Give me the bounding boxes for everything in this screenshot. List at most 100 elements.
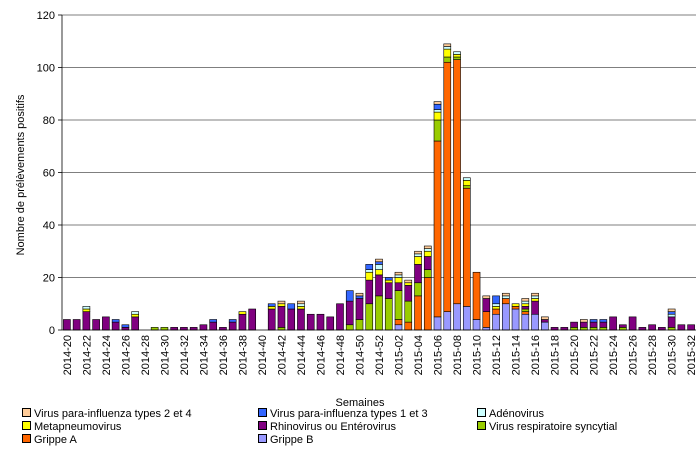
- bar-segment: [384, 279, 393, 284]
- bar-segment: [609, 316, 617, 331]
- bar-segment: [453, 54, 461, 58]
- bar-segment: [677, 324, 686, 331]
- y-tick-label: 60: [43, 168, 55, 180]
- bar-segment: [394, 290, 403, 320]
- bar-segment: [238, 313, 247, 331]
- x-tick-label: 2014-26: [120, 335, 132, 375]
- bar-segment: [521, 311, 530, 315]
- bar-segment: [433, 119, 442, 142]
- bar-segment: [453, 56, 461, 60]
- bar-segment: [82, 308, 91, 312]
- legend-label: Grippe A: [34, 434, 77, 446]
- bar-segment: [277, 303, 286, 307]
- x-tick-label: 2015-06: [433, 335, 445, 375]
- bar-segment: [423, 250, 432, 257]
- bar-segment: [492, 313, 500, 331]
- bar-segment: [199, 324, 208, 331]
- x-tick-label: 2014-22: [81, 335, 93, 375]
- bar-segment: [355, 295, 364, 299]
- bar-segment: [384, 277, 393, 281]
- legend-item: Virus respiratoire syncytial: [477, 421, 617, 434]
- bar-segment: [648, 324, 656, 331]
- bar-segment: [521, 303, 530, 307]
- bar-segment: [394, 324, 403, 331]
- x-tick-label: 2014-40: [257, 335, 269, 375]
- bar-segment: [521, 308, 530, 312]
- bar-segment: [492, 306, 500, 310]
- bar-segment: [238, 311, 247, 315]
- y-tick-label: 40: [43, 220, 55, 232]
- y-tick-label: 20: [43, 273, 55, 285]
- bar-segment: [316, 313, 325, 331]
- legend-swatch: [477, 408, 486, 417]
- bar-segment: [462, 306, 471, 331]
- legend-label: Virus para-influenza types 1 et 3: [270, 408, 428, 420]
- bar-segment: [423, 256, 432, 270]
- bar-segment: [375, 269, 383, 276]
- bar-segment: [228, 319, 237, 323]
- bar-segment: [394, 282, 403, 291]
- bar-segment: [492, 295, 500, 305]
- legend-item: Virus para-influenza types 1 et 3: [258, 408, 428, 421]
- bar-segment: [287, 303, 296, 310]
- bar-segment: [267, 308, 276, 331]
- x-tick-label: 2014-48: [335, 335, 347, 375]
- bar-segment: [453, 51, 461, 55]
- bar-segment: [404, 279, 413, 284]
- bar-segment: [423, 248, 432, 252]
- bar-segment: [209, 321, 217, 331]
- bar-segment: [531, 298, 539, 302]
- bar-segment: [414, 295, 422, 331]
- y-tick-label: 100: [37, 63, 55, 75]
- bar-segment: [443, 56, 452, 63]
- x-tick-label: 2015-30: [667, 335, 679, 375]
- x-tick-label: 2014-42: [276, 335, 288, 375]
- bar-segment: [589, 319, 598, 323]
- bar-segment: [580, 319, 588, 323]
- x-tick-label: 2014-24: [101, 335, 113, 375]
- bar-segment: [443, 311, 452, 331]
- legend-swatch: [258, 434, 267, 443]
- bar-segment: [82, 306, 91, 310]
- x-tick-label: 2014-46: [315, 335, 327, 375]
- legend-item: Grippe B: [258, 434, 313, 447]
- x-tick-label: 2014-44: [296, 335, 308, 375]
- x-tick-label: 2014-20: [62, 335, 74, 375]
- x-tick-label: 2015-14: [511, 335, 523, 375]
- bar-segment: [570, 321, 578, 328]
- legend: Virus para-influenza types 2 et 4 Virus p…: [22, 408, 692, 454]
- bar-segment: [472, 319, 481, 331]
- legend-swatch: [258, 408, 267, 417]
- bar-segment: [131, 313, 139, 318]
- y-tick-label: 80: [43, 115, 55, 127]
- bar-segment: [667, 313, 676, 318]
- bar-segment: [414, 253, 422, 257]
- bar-segment: [375, 274, 383, 297]
- bar-segment: [511, 308, 520, 331]
- bar-segment: [394, 319, 403, 326]
- bar-segment: [92, 319, 100, 331]
- bar-segment: [580, 321, 588, 328]
- bar-segment: [414, 282, 422, 297]
- legend-label: Grippe B: [270, 434, 314, 446]
- x-tick-label: 2014-50: [354, 335, 366, 375]
- bar-segment: [365, 271, 374, 281]
- bar-segment: [453, 59, 461, 305]
- bar-segment: [443, 61, 452, 312]
- bar-segment: [404, 282, 413, 286]
- legend-item: Virus para-influenza types 2 et 4: [22, 408, 192, 421]
- bar-segment: [453, 303, 461, 331]
- bar-segment: [414, 250, 422, 255]
- x-tick-label: 2014-36: [218, 335, 230, 375]
- bar-segment: [394, 274, 403, 278]
- legend-label: Virus para-influenza types 2 et 4: [34, 408, 192, 420]
- bar-segment: [326, 316, 335, 331]
- bar-segment: [63, 319, 71, 331]
- x-tick-label: 2015-10: [472, 335, 484, 375]
- legend-swatch: [22, 421, 31, 430]
- bar-segment: [482, 311, 491, 328]
- bar-segment: [297, 303, 305, 307]
- bar-segment: [667, 308, 676, 312]
- bar-segment: [345, 300, 354, 326]
- bar-segment: [541, 319, 549, 323]
